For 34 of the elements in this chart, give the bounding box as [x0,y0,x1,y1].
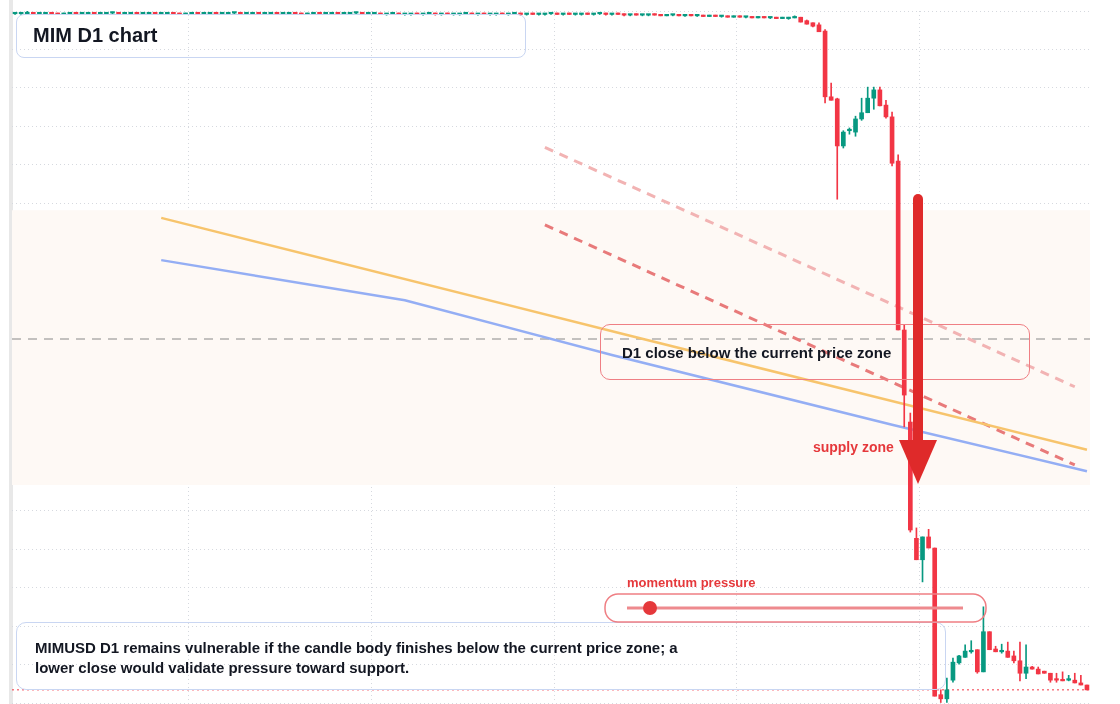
candlestick [24,11,30,15]
candlestick [554,12,560,15]
candlestick [1029,665,1035,670]
candlestick [274,11,280,15]
candlestick [335,11,341,15]
candlestick [688,14,694,17]
candlestick [213,11,219,15]
candlestick [737,15,743,18]
candlestick [91,11,97,15]
candlestick [566,12,572,15]
candlestick [530,12,536,15]
candlestick [195,11,201,15]
candlestick [700,14,706,17]
candlestick [761,16,767,19]
candlestick [30,11,36,15]
candlestick [682,14,688,17]
candlestick [73,11,79,15]
annotation: momentum pressure [627,575,756,590]
candlestick [676,14,682,17]
annotation: MIMUSD D1 remains vulnerable if the candle body finishes below the current price zone; a lower close would validate pressure toward support. [35,638,679,678]
candlestick [548,11,554,15]
candlestick [615,12,621,15]
candlestick [633,13,639,16]
candlestick [359,11,365,15]
candlestick [694,14,700,17]
candlestick [749,16,755,19]
candlestick [731,15,737,18]
text: MIM D1 chart [16,14,526,58]
candlestick [12,11,18,15]
candlestick [134,11,140,15]
candlestick [152,11,158,15]
candlestick [767,16,773,19]
band-label: supply zone [812,438,895,455]
candlestick [755,16,761,19]
